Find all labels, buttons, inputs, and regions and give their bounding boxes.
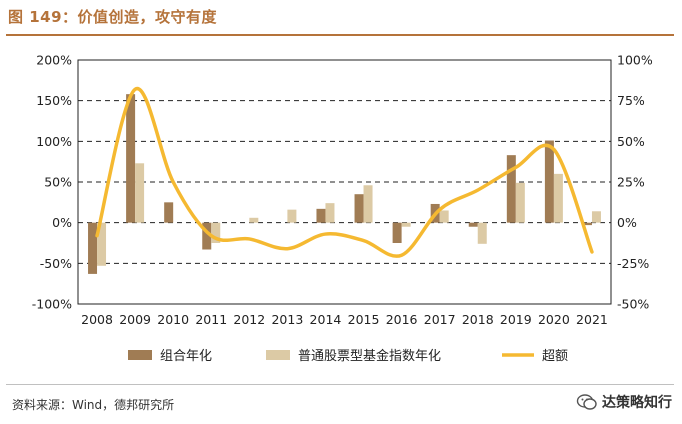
bar-benchmark: [211, 222, 221, 243]
grid-lines: [78, 100, 611, 264]
bar-benchmark: [401, 222, 411, 227]
bar-portfolio: [126, 94, 136, 223]
bar-benchmark: [287, 209, 297, 223]
left-tick-label: 0%: [52, 215, 72, 230]
x-tick-label: 2021: [576, 312, 608, 327]
right-tick-label: 100%: [617, 53, 653, 68]
left-tick-label: -50%: [40, 256, 72, 271]
left-tick-label: 200%: [36, 53, 72, 68]
legend-label-benchmark: 普通股票型基金指数年化: [298, 348, 441, 364]
right-tick-label: -25%: [617, 256, 649, 271]
bar-portfolio: [88, 222, 98, 274]
bar-portfolio: [354, 194, 364, 223]
x-tick-label: 2018: [462, 312, 494, 327]
legend-swatch-benchmark: [266, 350, 290, 360]
bars: [88, 94, 601, 274]
x-tick-label: 2016: [386, 312, 418, 327]
x-tick-label: 2010: [157, 312, 189, 327]
bar-benchmark: [97, 222, 107, 266]
bar-portfolio: [468, 222, 478, 227]
right-tick-label: 25%: [617, 175, 645, 190]
bar-benchmark: [477, 222, 487, 244]
right-tick-label: -50%: [617, 297, 649, 312]
x-axis-ticks: 2008 2009 2010 2011 2012 2013 2014 2015 2016 2017…: [81, 312, 608, 327]
left-tick-label: 100%: [36, 134, 72, 149]
bar-portfolio: [316, 208, 326, 223]
x-tick-label: 2017: [424, 312, 456, 327]
bar-portfolio: [164, 202, 174, 223]
bar-benchmark: [363, 185, 373, 223]
watermark: 达策略知行: [576, 392, 672, 412]
excess-line-group: [95, 87, 594, 258]
right-axis-ticks: 100% 75% 50% 25% 0% -25% -50%: [617, 53, 653, 312]
left-tick-label: 50%: [44, 175, 72, 190]
left-axis-ticks: 200% 150% 100% 50% 0% -50% -100%: [32, 53, 72, 312]
x-tick-label: 2014: [310, 312, 342, 327]
watermark-text: 达策略知行: [602, 395, 672, 411]
bar-portfolio: [392, 222, 402, 243]
bar-portfolio: [544, 140, 554, 223]
x-tick-label: 2013: [271, 312, 303, 327]
bar-benchmark: [135, 163, 145, 223]
x-tick-label: 2020: [538, 312, 570, 327]
legend-label-portfolio: 组合年化: [160, 349, 212, 364]
bar-benchmark: [325, 203, 335, 223]
bar-portfolio: [506, 155, 516, 223]
bar-portfolio: [202, 222, 212, 250]
bar-benchmark: [553, 173, 563, 223]
bar-benchmark: [439, 210, 449, 223]
wechat-icon: [576, 394, 597, 410]
bar-benchmark: [515, 182, 525, 223]
x-tick-label: 2011: [195, 312, 227, 327]
chart-title: 图 149：价值创造，攻守有度: [8, 8, 218, 26]
right-tick-label: 50%: [617, 134, 645, 149]
x-tick-label: 2012: [233, 312, 265, 327]
left-tick-label: 150%: [36, 93, 72, 108]
footer-divider: [6, 384, 674, 385]
x-tick-label: 2009: [119, 312, 151, 327]
bar-portfolio: [582, 222, 592, 226]
left-tick-label: -100%: [32, 297, 72, 312]
legend-label-excess: 超额: [542, 349, 568, 364]
right-tick-label: 0%: [617, 215, 637, 230]
title-divider: [6, 34, 674, 36]
right-tick-label: 75%: [617, 93, 645, 108]
source-note: 资料来源：Wind，德邦研究所: [12, 398, 175, 412]
bar-benchmark: [591, 211, 601, 223]
legend-swatch-portfolio: [128, 350, 152, 360]
x-tick-label: 2008: [81, 312, 113, 327]
excess-line: [95, 87, 594, 258]
x-tick-label: 2019: [500, 312, 532, 327]
legend: 组合年化 普通股票型基金指数年化 超额: [128, 348, 568, 364]
bar-benchmark: [249, 217, 259, 223]
x-tick-label: 2015: [348, 312, 380, 327]
